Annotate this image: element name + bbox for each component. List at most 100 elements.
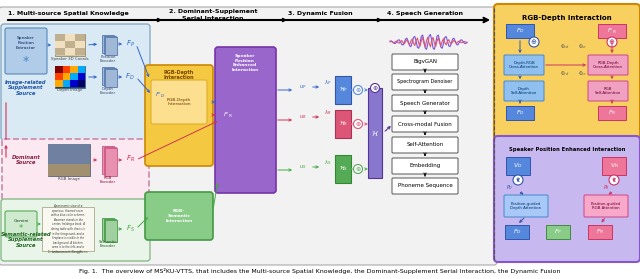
Text: $\otimes$: $\otimes$ (355, 86, 362, 94)
Text: $F_D$: $F_D$ (513, 228, 522, 236)
Text: Speech Generator: Speech Generator (400, 100, 450, 105)
FancyBboxPatch shape (584, 195, 628, 217)
Bar (48, 144, 90, 176)
Text: $\lambda_R$: $\lambda_R$ (324, 109, 332, 117)
Text: $\lambda_P$: $\lambda_P$ (324, 79, 332, 87)
Text: $\mathcal{H}_P$: $\mathcal{H}_P$ (339, 86, 348, 95)
Bar (77, 80, 85, 87)
Text: RGB-Depth
Interaction: RGB-Depth Interaction (167, 98, 191, 106)
Text: 4. Speech Generation: 4. Speech Generation (387, 11, 463, 16)
Bar (77, 66, 85, 73)
Text: Semantic-related
Supplement
Source: Semantic-related Supplement Source (1, 232, 51, 248)
Text: C: C (516, 177, 520, 182)
FancyBboxPatch shape (392, 137, 458, 153)
Bar (102, 67, 114, 85)
Text: $F_D$: $F_D$ (516, 109, 524, 117)
Text: Phoneme Sequence: Phoneme Sequence (397, 184, 452, 189)
Text: RGB-
Semantic
Interaction: RGB- Semantic Interaction (165, 210, 193, 223)
Text: RGB-Depth
Interaction: RGB-Depth Interaction (164, 69, 195, 80)
Text: 1. Multi-source Spatial Knowledge: 1. Multi-source Spatial Knowledge (8, 11, 129, 16)
Circle shape (529, 37, 539, 47)
Bar (506, 24, 534, 38)
Bar (65, 41, 75, 48)
Circle shape (513, 175, 523, 185)
Text: Position-guided
Depth Attention: Position-guided Depth Attention (511, 202, 541, 210)
Text: Depth Image: Depth Image (58, 88, 83, 92)
Text: $F_P$: $F_P$ (554, 228, 562, 236)
Bar (42, 207, 94, 251)
Text: $\mathcal{H}_S$: $\mathcal{H}_S$ (339, 165, 348, 174)
Bar (77, 73, 85, 80)
Bar (105, 37, 117, 55)
Text: $P_D$: $P_D$ (506, 184, 514, 193)
Text: Speaker
Position
Extractor: Speaker Position Extractor (16, 36, 36, 50)
FancyBboxPatch shape (5, 28, 47, 74)
Bar (598, 106, 626, 120)
Bar (105, 148, 117, 176)
Text: $V_R$: $V_R$ (609, 162, 618, 170)
Bar (75, 34, 85, 41)
Text: *: * (23, 56, 29, 69)
Bar (63, 66, 70, 73)
Bar (598, 24, 626, 38)
Bar (104, 36, 115, 54)
FancyBboxPatch shape (151, 80, 207, 124)
Bar (55, 66, 63, 73)
Circle shape (609, 175, 619, 185)
Bar (588, 225, 612, 239)
Text: RGB
Encoder: RGB Encoder (100, 176, 116, 184)
Bar (65, 34, 75, 41)
Text: Position-guided
RGB Attention: Position-guided RGB Attention (591, 202, 621, 210)
Text: $u_P$: $u_P$ (300, 83, 307, 91)
Text: $\Phi_{cd}$: $\Phi_{cd}$ (560, 43, 570, 51)
Bar (65, 48, 75, 55)
Text: Depth
Encoder: Depth Encoder (100, 87, 116, 95)
Text: $F_D$: $F_D$ (516, 27, 524, 35)
Circle shape (353, 119, 362, 129)
Text: $\oplus$: $\oplus$ (372, 84, 378, 92)
Bar (55, 80, 63, 87)
FancyBboxPatch shape (504, 195, 548, 217)
Bar (63, 80, 70, 87)
Bar (102, 218, 114, 240)
Text: $F_S$: $F_S$ (125, 224, 134, 234)
Bar (70, 66, 77, 73)
Text: Environment Captions: Environment Captions (48, 250, 88, 254)
Text: Dominant
Source: Dominant Source (12, 155, 40, 165)
Text: Speaker
Position
Enhanced
Interaction: Speaker Position Enhanced Interaction (232, 54, 259, 72)
Bar (104, 147, 115, 175)
Text: 3. Dynamic Fusion: 3. Dynamic Fusion (288, 11, 352, 16)
Text: RGB-Depth
Cross-Attention: RGB-Depth Cross-Attention (593, 61, 623, 69)
FancyBboxPatch shape (145, 192, 213, 240)
Text: Self-Attention: Self-Attention (406, 143, 444, 148)
Bar (55, 41, 65, 48)
Text: RGB Image: RGB Image (58, 177, 80, 181)
Circle shape (353, 85, 362, 95)
FancyBboxPatch shape (494, 136, 640, 262)
Text: $u_R$: $u_R$ (300, 113, 307, 121)
Text: $F_R$: $F_R$ (608, 109, 616, 117)
Text: RGB
Self-Attention: RGB Self-Attention (595, 87, 621, 95)
Text: $\mathcal{H}_R$: $\mathcal{H}_R$ (339, 119, 348, 128)
Text: $\mathcal{H}$: $\mathcal{H}$ (371, 129, 379, 138)
Text: $\Phi_{sr}$: $\Phi_{sr}$ (579, 43, 588, 51)
Text: C: C (612, 177, 616, 182)
Bar (105, 220, 117, 242)
FancyBboxPatch shape (145, 65, 213, 166)
FancyBboxPatch shape (392, 95, 458, 111)
Bar (70, 80, 77, 87)
Text: $\otimes$: $\otimes$ (355, 165, 362, 173)
Text: 2. Dominant-Supplement: 2. Dominant-Supplement (169, 8, 257, 13)
Bar (55, 48, 65, 55)
Bar (55, 34, 65, 41)
FancyBboxPatch shape (588, 55, 628, 75)
FancyBboxPatch shape (1, 24, 150, 140)
Bar (105, 69, 117, 87)
FancyBboxPatch shape (2, 139, 149, 201)
Text: $F_R$: $F_R$ (125, 154, 134, 164)
Text: Serial Interaction: Serial Interaction (182, 16, 244, 20)
Text: Embedding: Embedding (410, 163, 440, 169)
Bar (55, 66, 85, 88)
FancyBboxPatch shape (0, 7, 497, 265)
Bar (335, 110, 351, 138)
